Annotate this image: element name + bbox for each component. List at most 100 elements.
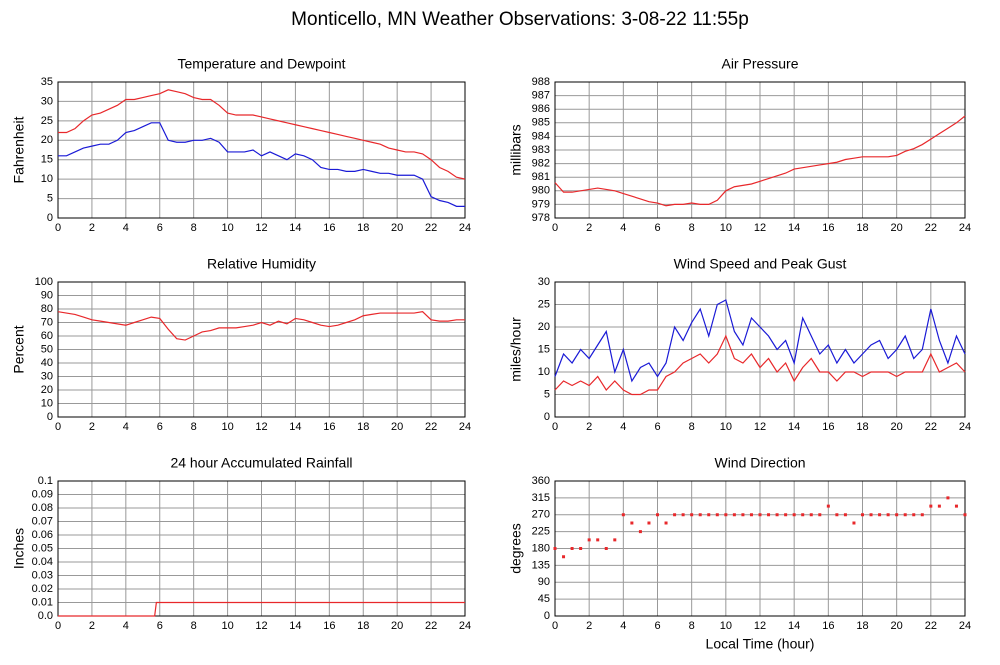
x-tick-label: 18 <box>856 222 868 234</box>
y-tick-label: 30 <box>41 370 53 382</box>
y-tick-label: 0.07 <box>32 515 53 527</box>
data-point <box>954 504 958 508</box>
y-tick-label: 70 <box>41 316 53 328</box>
y-axis-label: Percent <box>11 325 27 373</box>
data-point <box>920 513 924 517</box>
data-point <box>869 513 873 517</box>
y-tick-label: 360 <box>532 475 550 487</box>
y-axis-label: Inches <box>11 528 27 569</box>
y-tick-label: 0.01 <box>32 596 53 608</box>
y-tick-label: 25 <box>538 298 550 310</box>
y-axis-label: Fahrenheit <box>11 116 27 183</box>
x-tick-label: 6 <box>654 421 660 433</box>
y-tick-label: 10 <box>538 366 550 378</box>
x-tick-label: 18 <box>357 620 369 632</box>
data-point <box>861 513 864 517</box>
x-tick-label: 8 <box>689 222 695 234</box>
panel-title: 24 hour Accumulated Rainfall <box>170 455 352 471</box>
data-line <box>554 115 966 207</box>
y-tick-label: 0.02 <box>32 583 53 595</box>
data-point <box>656 513 659 517</box>
y-tick-label: 15 <box>41 154 53 166</box>
y-tick-label: 983 <box>532 144 550 156</box>
data-line <box>57 311 465 341</box>
data-point <box>749 513 753 517</box>
x-tick-label: 10 <box>720 620 732 632</box>
x-tick-label: 22 <box>925 222 937 234</box>
y-tick-label: 980 <box>532 185 550 197</box>
data-point <box>570 547 574 550</box>
x-tick-label: 22 <box>425 421 437 433</box>
y-tick-label: 270 <box>532 509 550 521</box>
plot-border <box>57 480 466 617</box>
page-title: Monticello, MN Weather Observations: 3-0… <box>291 9 749 30</box>
data-point <box>690 513 694 517</box>
data-point <box>946 496 950 500</box>
y-tick-label: 10 <box>41 173 53 185</box>
data-point <box>835 513 839 517</box>
x-tick-label: 4 <box>123 620 129 632</box>
x-tick-label: 10 <box>720 222 732 234</box>
y-tick-label: 0 <box>47 411 53 423</box>
x-tick-label: 24 <box>959 421 971 433</box>
x-tick-label: 0 <box>552 222 558 234</box>
data-point <box>673 513 677 517</box>
y-tick-label: 0 <box>544 610 550 622</box>
data-point <box>929 504 933 508</box>
y-tick-label: 0.05 <box>32 542 53 554</box>
y-tick-label: 25 <box>41 115 53 127</box>
x-tick-label: 22 <box>425 222 437 234</box>
y-tick-label: 987 <box>532 90 550 102</box>
x-tick-label: 18 <box>856 620 868 632</box>
x-tick-label: 20 <box>391 620 403 632</box>
y-tick-label: 225 <box>532 526 550 538</box>
x-tick-label: 4 <box>123 421 129 433</box>
data-point <box>562 555 566 559</box>
x-tick-label: 12 <box>754 620 766 632</box>
data-point <box>647 521 651 525</box>
y-tick-label: 5 <box>544 388 550 400</box>
y-axis-label: degrees <box>508 523 524 574</box>
x-tick-label: 2 <box>586 222 592 234</box>
y-tick-label: 0.06 <box>32 529 53 541</box>
x-tick-label: 6 <box>157 222 163 234</box>
x-tick-label: 18 <box>357 421 369 433</box>
x-tick-label: 4 <box>620 421 626 433</box>
x-tick-label: 22 <box>925 421 937 433</box>
x-tick-label: 6 <box>157 421 163 433</box>
data-point <box>912 513 916 517</box>
y-tick-label: 0 <box>47 212 53 224</box>
x-tick-label: 16 <box>323 620 335 632</box>
data-point <box>681 513 685 517</box>
x-tick-label: 18 <box>357 222 369 234</box>
y-tick-label: 0.03 <box>32 569 53 581</box>
y-tick-label: 180 <box>532 542 550 554</box>
x-tick-label: 12 <box>255 421 267 433</box>
x-tick-label: 0 <box>552 620 558 632</box>
data-point <box>767 513 771 517</box>
data-point <box>937 504 941 508</box>
y-tick-label: 984 <box>532 130 550 142</box>
panel-title: Relative Humidity <box>207 256 316 272</box>
y-tick-label: 0.1 <box>38 475 53 487</box>
y-tick-label: 30 <box>41 95 53 107</box>
plot-border <box>554 81 966 219</box>
x-tick-label: 8 <box>191 620 197 632</box>
x-tick-label: 0 <box>55 620 61 632</box>
x-axis-label: Local Time (hour) <box>706 636 815 652</box>
y-tick-label: 15 <box>538 343 550 355</box>
x-tick-label: 4 <box>620 222 626 234</box>
y-tick-label: 0.04 <box>32 556 53 568</box>
data-point <box>579 547 583 550</box>
x-tick-label: 16 <box>822 620 834 632</box>
x-tick-label: 2 <box>586 620 592 632</box>
x-tick-label: 24 <box>459 421 471 433</box>
x-tick-label: 0 <box>552 421 558 433</box>
data-line <box>554 334 966 396</box>
y-tick-label: 315 <box>532 492 550 504</box>
x-tick-label: 8 <box>689 620 695 632</box>
x-tick-label: 20 <box>891 421 903 433</box>
x-tick-label: 22 <box>425 620 437 632</box>
data-line <box>58 601 465 617</box>
x-tick-label: 8 <box>191 421 197 433</box>
